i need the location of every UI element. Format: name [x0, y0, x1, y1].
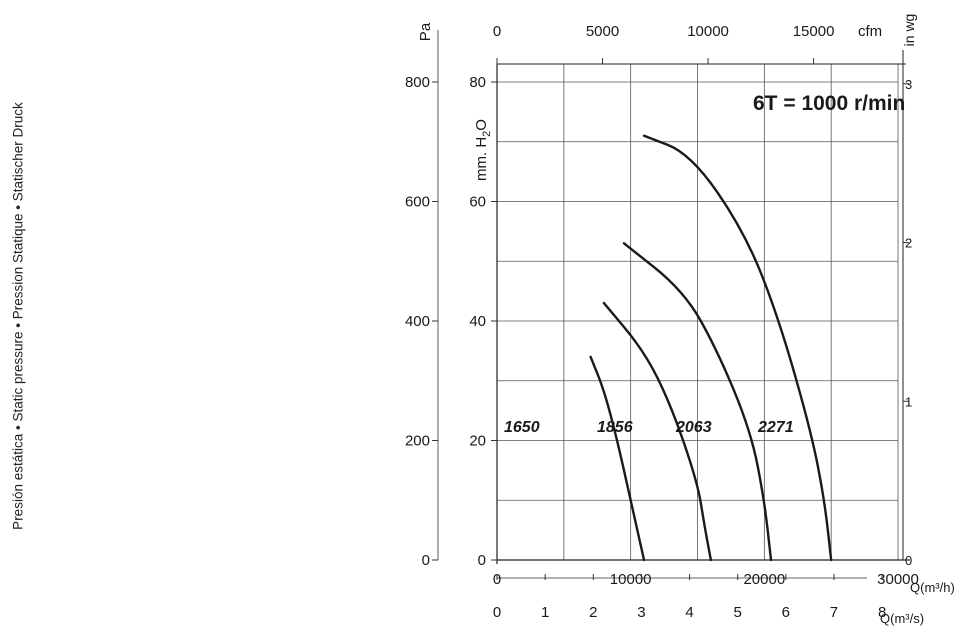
static-pressure-multilingual-label: Presión estática • Static pressure • Pre… [6, 0, 30, 631]
curve-label-2063: 2063 [675, 419, 712, 436]
curve-label-1650: 1650 [504, 419, 540, 436]
curve-2271 [642, 134, 833, 562]
m3h-tick-label: 30000 [877, 571, 919, 588]
inwg-tick-label: 1 [905, 394, 912, 409]
cfm-tick-label: 15000 [793, 23, 835, 40]
pa-tick-label: 800 [405, 74, 430, 91]
mmh2o-unit-main: mm. H [473, 137, 490, 181]
mmh2o-axis-unit: mm. H2O [473, 119, 493, 181]
m3s-tick-label: 0 [493, 604, 501, 621]
pa-tick-label: 600 [405, 194, 430, 211]
m3h-axis-unit: Q(m³/h) [910, 580, 955, 595]
mmh2o-unit-end: O [473, 119, 490, 131]
m3s-tick-label: 4 [685, 604, 693, 621]
m3s-tick-label: 6 [782, 604, 790, 621]
mmh2o-unit-sub: 2 [481, 131, 493, 137]
curve-label-2271: 2271 [757, 419, 794, 436]
m3s-tick-label: 2 [589, 604, 597, 621]
m3h-tick-label: 10000 [610, 571, 652, 588]
inwg-tick-label: 0 [905, 553, 912, 568]
pa-axis-unit: Pa [417, 22, 434, 41]
mmh2o-tick-label: 60 [469, 194, 486, 211]
inwg-axis-unit: in wg [901, 14, 917, 47]
m3h-tick-label: 20000 [743, 571, 785, 588]
pa-tick-label: 200 [405, 433, 430, 450]
inwg-tick-label: 2 [905, 236, 912, 251]
pa-tick-label: 400 [405, 313, 430, 330]
pa-tick-label: 0 [422, 552, 430, 569]
m3s-tick-label: 1 [541, 604, 549, 621]
mmh2o-tick-label: 0 [478, 552, 486, 569]
cfm-tick-label: 10000 [687, 23, 729, 40]
m3s-tick-label: 7 [830, 604, 838, 621]
curve-2063 [622, 242, 773, 562]
m3s-tick-label: 8 [878, 604, 886, 621]
curve-label-1856: 1856 [597, 419, 633, 436]
speed-label: 6T = 1000 r/min [753, 92, 905, 115]
cfm-tick-label: 5000 [586, 23, 619, 40]
curve-1856 [602, 301, 713, 562]
m3s-tick-label: 3 [637, 604, 645, 621]
mmh2o-tick-label: 80 [469, 74, 486, 91]
cfm-tick-label: 0 [493, 23, 501, 40]
m3s-axis-unit: Q(m³/s) [880, 611, 924, 626]
static-pressure-label-text: Presión estática • Static pressure • Pre… [10, 101, 26, 530]
grid [497, 64, 899, 560]
mmh2o-tick-label: 40 [469, 313, 486, 330]
curve-1650 [589, 355, 646, 562]
inwg-tick-label: 3 [905, 77, 912, 92]
cfm-axis-unit: cfm [858, 23, 882, 40]
m3s-tick-label: 5 [734, 604, 742, 621]
mmh2o-tick-label: 20 [469, 433, 486, 450]
